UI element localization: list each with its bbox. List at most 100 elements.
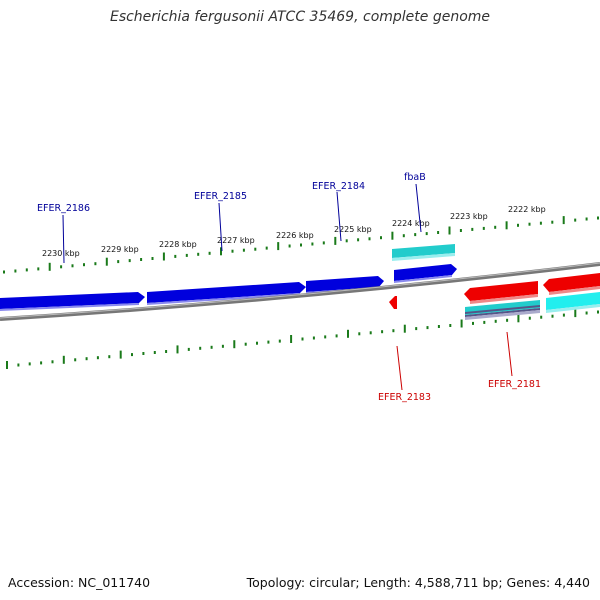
minor-tick [301,337,304,341]
minor-tick [459,229,462,232]
minor-tick [528,316,531,320]
forward-gene-track [0,264,457,311]
fbab-feature-bar[interactable] [392,244,455,258]
minor-tick [402,234,405,238]
major-tick [448,226,451,235]
leader-efer-2183 [396,345,403,391]
major-tick [119,350,122,359]
major-tick [347,329,349,338]
minor-tick [585,311,588,315]
major-tick [505,221,508,230]
minor-tick [131,353,133,357]
minor-tick [311,242,314,246]
minor-tick [415,327,418,331]
gene-fbab[interactable] [394,264,457,281]
minor-tick [437,325,440,328]
major-tick [391,231,394,240]
minor-tick [539,221,542,225]
major-tick [517,314,520,323]
minor-tick [142,352,145,355]
minor-tick [60,265,63,269]
minor-tick [40,361,43,365]
gene-efer-2183[interactable] [389,296,397,309]
gene-efer-2182[interactable] [464,281,538,301]
minor-tick [17,363,20,367]
major-tick [48,262,51,271]
minor-tick [472,321,474,325]
major-tick [6,361,8,369]
major-tick [220,247,222,256]
minor-tick [574,218,577,222]
genome-backbone-highlight [0,262,600,319]
leader-efer-2184 [336,191,342,242]
reverse-feature-bar-2-shade [546,304,600,313]
reverse-feature-stripe [465,305,540,317]
minor-tick [231,249,234,253]
gene-efer-2181[interactable] [543,273,600,292]
minor-tick [25,268,28,272]
minor-tick [597,310,599,314]
accession-text: Accession: NC_011740 [8,575,151,590]
minor-tick [517,223,519,227]
minor-tick [197,252,200,256]
minor-tick [369,331,372,335]
minor-tick [312,336,315,340]
minor-tick [300,243,302,247]
label-efer-2181[interactable]: EFER_2181 [488,379,541,390]
label-efer-2186[interactable]: EFER_2186 [37,203,90,214]
minor-tick [265,246,268,250]
gene-efer-2185[interactable] [147,282,306,303]
minor-tick [426,326,429,330]
label-efer-2183[interactable]: EFER_2183 [378,392,431,403]
minor-tick [85,357,88,361]
minor-tick [174,254,177,258]
minor-tick [267,340,270,344]
minor-tick [562,313,565,317]
tick-label-2226: 2226 kbp [276,231,314,240]
minor-tick [51,360,54,364]
outer-tick-ruler [3,216,599,274]
label-efer-2184[interactable]: EFER_2184 [312,181,365,192]
minor-tick [199,346,202,350]
minor-tick [242,248,245,252]
gene-efer-2186[interactable] [0,292,145,309]
minor-tick [117,260,120,264]
inner-tick-ruler [6,309,599,369]
tick-label-2222: 2222 kbp [508,205,546,214]
minor-tick [151,257,154,260]
minor-tick [482,226,485,230]
minor-tick [185,253,188,257]
minor-tick [335,334,338,338]
minor-tick [381,330,384,334]
label-fbab[interactable]: fbaB [404,172,426,183]
minor-tick [187,347,190,351]
major-tick [233,340,236,349]
minor-tick [83,263,85,267]
tick-label-2224: 2224 kbp [392,219,430,228]
minor-tick [380,236,382,240]
minor-tick [551,220,554,224]
leader-efer-2186 [62,214,65,264]
major-tick [574,309,577,318]
genome-backbone [0,262,600,321]
tick-label-2225: 2225 kbp [334,225,372,234]
minor-tick [278,339,281,343]
tick-label-2230: 2230 kbp [42,249,80,258]
minor-tick [540,315,543,319]
reverse-gene-shadow [470,286,600,304]
major-tick [562,216,565,225]
minor-tick [471,227,474,231]
major-tick [460,319,463,328]
leader-efer-2181 [506,331,513,377]
gene-efer-2184[interactable] [306,276,384,292]
reverse-gene-track [389,273,600,309]
map-title: Escherichia fergusonii ATCC 35469, compl… [109,9,491,25]
label-efer-2185[interactable]: EFER_2185 [194,191,247,202]
minor-tick [256,341,258,345]
minor-tick [221,344,224,348]
leader-efer-2185 [218,202,223,252]
major-tick [334,236,337,245]
minor-tick [128,259,131,263]
minor-tick [449,324,452,327]
